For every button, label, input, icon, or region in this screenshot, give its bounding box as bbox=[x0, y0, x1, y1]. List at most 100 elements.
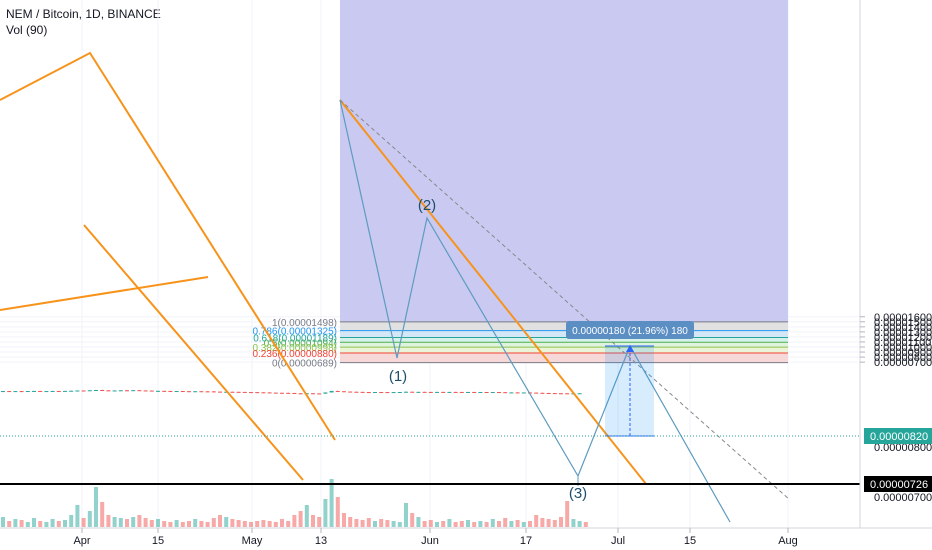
y-tick-label: 0.00001300 bbox=[874, 327, 932, 339]
candle bbox=[143, 390, 148, 392]
candle-body bbox=[87, 390, 92, 392]
horizontal-lines bbox=[0, 435, 860, 485]
candle bbox=[180, 390, 185, 393]
y-tick-label: 0.00000900 bbox=[874, 347, 932, 359]
dashed-trendline[interactable] bbox=[339, 99, 791, 501]
volume-bar bbox=[81, 518, 86, 527]
volume-bar bbox=[397, 522, 402, 527]
candle bbox=[397, 391, 402, 394]
candle-body bbox=[391, 392, 396, 394]
volume-bar bbox=[515, 520, 520, 527]
volume-bar bbox=[156, 519, 160, 527]
volume-bar bbox=[174, 520, 179, 527]
candle-body bbox=[286, 392, 291, 394]
candle bbox=[286, 392, 291, 394]
elliott-wave-path[interactable] bbox=[339, 99, 731, 523]
candle-body bbox=[249, 392, 253, 394]
price-label-line: 0.00000726 bbox=[864, 476, 932, 492]
candle-body bbox=[149, 390, 154, 392]
fib-label-0.5: 0.5(0.00001094) bbox=[264, 338, 337, 349]
candle-body bbox=[478, 392, 483, 394]
candle bbox=[503, 392, 508, 394]
candle-body bbox=[125, 390, 129, 392]
candle-body bbox=[118, 390, 123, 392]
volume-bar bbox=[342, 513, 346, 527]
fib-zone-0.786 bbox=[340, 330, 788, 338]
left-channel-upper[interactable] bbox=[0, 51, 336, 441]
volume-bar bbox=[540, 518, 545, 527]
y-tick-label: 0.00001100 bbox=[874, 337, 931, 349]
candle bbox=[385, 392, 390, 394]
volume-bar bbox=[497, 521, 501, 527]
candle-body bbox=[329, 390, 334, 393]
candle-body bbox=[540, 392, 545, 394]
candle-body bbox=[69, 390, 74, 392]
volume-bar bbox=[205, 522, 210, 527]
trend-channel-upper[interactable] bbox=[339, 99, 647, 485]
volume-bar bbox=[162, 521, 167, 527]
candle bbox=[559, 393, 563, 395]
candle-body bbox=[38, 390, 43, 392]
candle bbox=[435, 391, 439, 393]
candle-body bbox=[174, 391, 179, 393]
time-axis[interactable]: Apr 15 May 13 Jun 17 Jul 15 Aug bbox=[73, 528, 798, 547]
candle-body bbox=[422, 391, 427, 393]
candle-body bbox=[106, 390, 111, 392]
candle-body bbox=[317, 393, 322, 395]
candle bbox=[459, 391, 464, 393]
volume-bar bbox=[509, 521, 514, 527]
candle-body bbox=[143, 390, 148, 392]
volume-bar bbox=[472, 522, 477, 527]
candle bbox=[311, 393, 315, 395]
volume-bar bbox=[255, 521, 260, 527]
candle bbox=[149, 390, 154, 392]
y-tick-label: 0.00001600 bbox=[874, 312, 932, 324]
candle bbox=[236, 391, 241, 393]
candle-body bbox=[323, 392, 328, 394]
candle bbox=[118, 390, 123, 392]
candle bbox=[497, 392, 501, 394]
volume-bar bbox=[38, 521, 43, 527]
volume-bar bbox=[149, 520, 154, 527]
candle-body bbox=[205, 391, 210, 393]
left-channel-mid[interactable] bbox=[0, 276, 209, 311]
candle bbox=[13, 391, 18, 393]
fib-retracement[interactable]: 1(0.00001498)0.786(0.00001325)0.618(0.00… bbox=[252, 0, 788, 370]
candle bbox=[565, 393, 570, 395]
candle bbox=[19, 391, 24, 393]
price-axis[interactable]: 0.000007000.000008000.000009000.00001000… bbox=[860, 312, 932, 369]
candle-body bbox=[490, 392, 495, 394]
candle-body bbox=[168, 390, 173, 392]
candle-body bbox=[137, 390, 142, 392]
fib-zone-1 bbox=[340, 321, 788, 331]
volume-bar bbox=[366, 518, 371, 527]
price-label-current-bg bbox=[864, 428, 932, 444]
candle-body bbox=[385, 392, 390, 394]
left-channel-lower[interactable] bbox=[83, 224, 304, 481]
candle bbox=[391, 392, 396, 394]
candle-body bbox=[255, 392, 260, 394]
price-label-cut: 0.00000700 bbox=[874, 492, 932, 504]
fib-label-0.382: 0.382(0.00000998) bbox=[252, 343, 337, 354]
candle-body bbox=[25, 391, 30, 393]
price-label-secondary-text: 0.00000800 bbox=[874, 442, 932, 454]
volume-bar bbox=[360, 520, 365, 527]
candle-body bbox=[56, 390, 61, 392]
volume-bar bbox=[230, 519, 235, 527]
fib-zone-0.618 bbox=[340, 337, 788, 343]
price-label-line-text: 0.00000726 bbox=[870, 479, 928, 491]
candle bbox=[56, 390, 61, 392]
candle-body bbox=[453, 391, 458, 393]
candle-body bbox=[1, 391, 5, 393]
candle-body bbox=[193, 391, 198, 393]
candle-body bbox=[373, 392, 377, 394]
candle-body bbox=[224, 391, 229, 393]
volume-bar bbox=[180, 522, 185, 527]
volume-bar bbox=[521, 522, 526, 527]
candle bbox=[540, 392, 545, 394]
candle-body bbox=[162, 390, 167, 392]
volume-bar bbox=[422, 521, 427, 527]
volume-bar bbox=[577, 521, 582, 527]
